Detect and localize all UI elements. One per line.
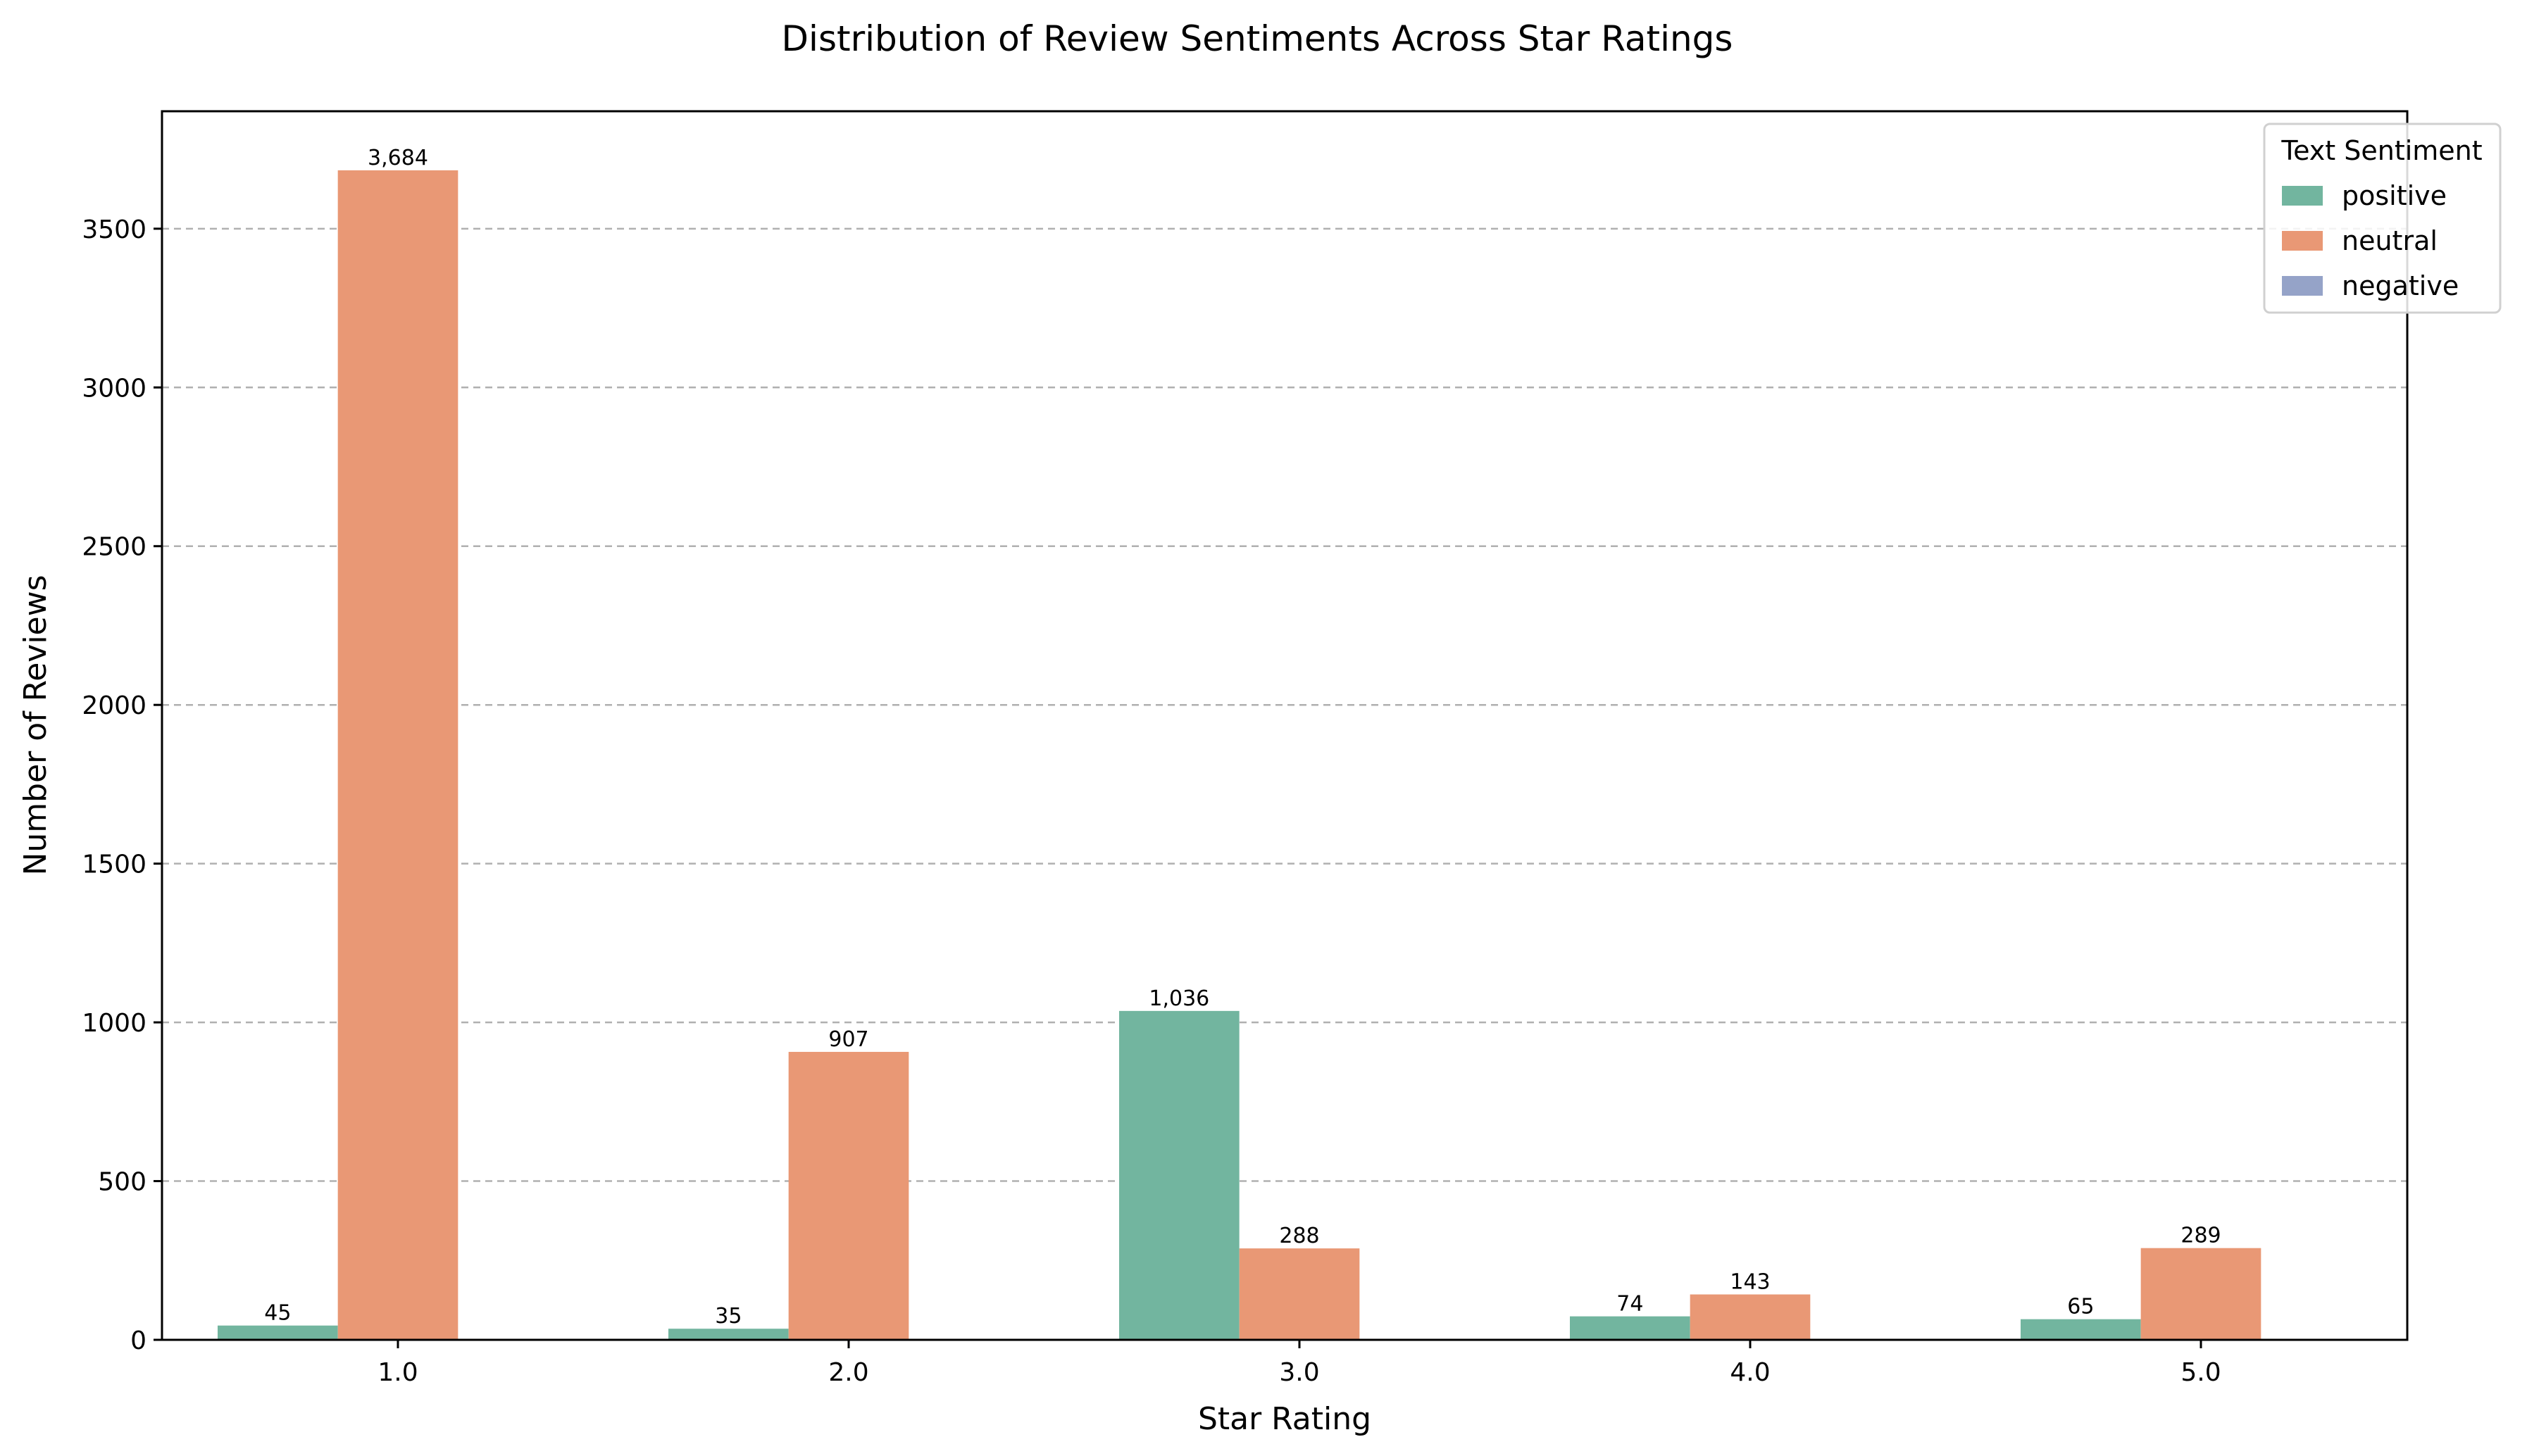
bar-value-label: 143 <box>1730 1270 1770 1295</box>
bar-value-label: 74 <box>1616 1292 1643 1317</box>
bar-value-label: 289 <box>2180 1224 2221 1248</box>
chart-title: Distribution of Review Sentiments Across… <box>782 18 1733 59</box>
x-tick-label: 5.0 <box>2180 1358 2221 1387</box>
bar-neutral-5.0 <box>2140 1248 2261 1340</box>
grid-lines <box>162 227 2407 1182</box>
x-tick-label: 3.0 <box>1279 1358 1319 1387</box>
legend-swatch-neutral <box>2282 231 2323 251</box>
y-tick-label: 1500 <box>82 851 146 879</box>
bar-value-label: 35 <box>715 1304 742 1329</box>
x-axis: 1.0 2.0 3.0 4.0 5.0 <box>378 1340 2221 1387</box>
y-tick-label: 3500 <box>82 215 146 244</box>
bar-value-label: 65 <box>2067 1295 2094 1319</box>
bar-value-label: 45 <box>264 1301 291 1326</box>
legend: Text Sentiment positive neutral negative <box>2263 123 2502 314</box>
y-tick-label: 0 <box>130 1326 146 1355</box>
legend-label-negative: negative <box>2342 270 2459 301</box>
x-tick-label: 1.0 <box>378 1358 418 1387</box>
y-tick-label: 2000 <box>82 691 146 720</box>
bar-neutral-1.0 <box>337 170 458 1341</box>
x-tick-label: 2.0 <box>828 1358 868 1387</box>
bar-positive-5.0 <box>2021 1319 2141 1340</box>
y-tick-label: 1000 <box>82 1009 146 1038</box>
bar-positive-2.0 <box>668 1329 789 1340</box>
y-axis-label: Number of Reviews <box>18 575 54 875</box>
bar-neutral-2.0 <box>788 1052 909 1340</box>
bar-value-label: 907 <box>828 1027 868 1052</box>
y-tick-label: 3000 <box>82 374 146 403</box>
bar-neutral-3.0 <box>1239 1248 1360 1340</box>
y-axis: 0 500 1000 1500 2000 2500 3000 3500 <box>82 215 162 1355</box>
bar-value-labels: 45 35 1,036 74 65 3,684 907 288 143 289 <box>264 146 2221 1329</box>
bar-neutral-4.0 <box>1690 1294 1811 1340</box>
bar-value-label: 3,684 <box>368 146 428 170</box>
plot-frame <box>161 110 2409 1341</box>
legend-box <box>2263 123 2502 314</box>
bar-positive-1.0 <box>218 1325 338 1340</box>
legend-items: positive neutral negative <box>2282 180 2459 301</box>
bar-positive-4.0 <box>1570 1316 1690 1340</box>
bar-positive-3.0 <box>1119 1010 1240 1340</box>
legend-swatch-positive <box>2282 186 2323 206</box>
bars <box>218 170 2261 1341</box>
x-tick-label: 4.0 <box>1730 1358 1770 1387</box>
y-tick-label: 2500 <box>82 533 146 562</box>
legend-label-neutral: neutral <box>2342 225 2438 256</box>
bar-value-label: 1,036 <box>1149 986 1209 1011</box>
bar-value-label: 288 <box>1279 1224 1319 1248</box>
legend-title: Text Sentiment <box>2280 135 2482 166</box>
legend-swatch-negative <box>2282 276 2323 296</box>
x-axis-label: Star Rating <box>1198 1401 1371 1437</box>
legend-label-positive: positive <box>2342 180 2447 211</box>
y-tick-label: 500 <box>98 1168 146 1197</box>
